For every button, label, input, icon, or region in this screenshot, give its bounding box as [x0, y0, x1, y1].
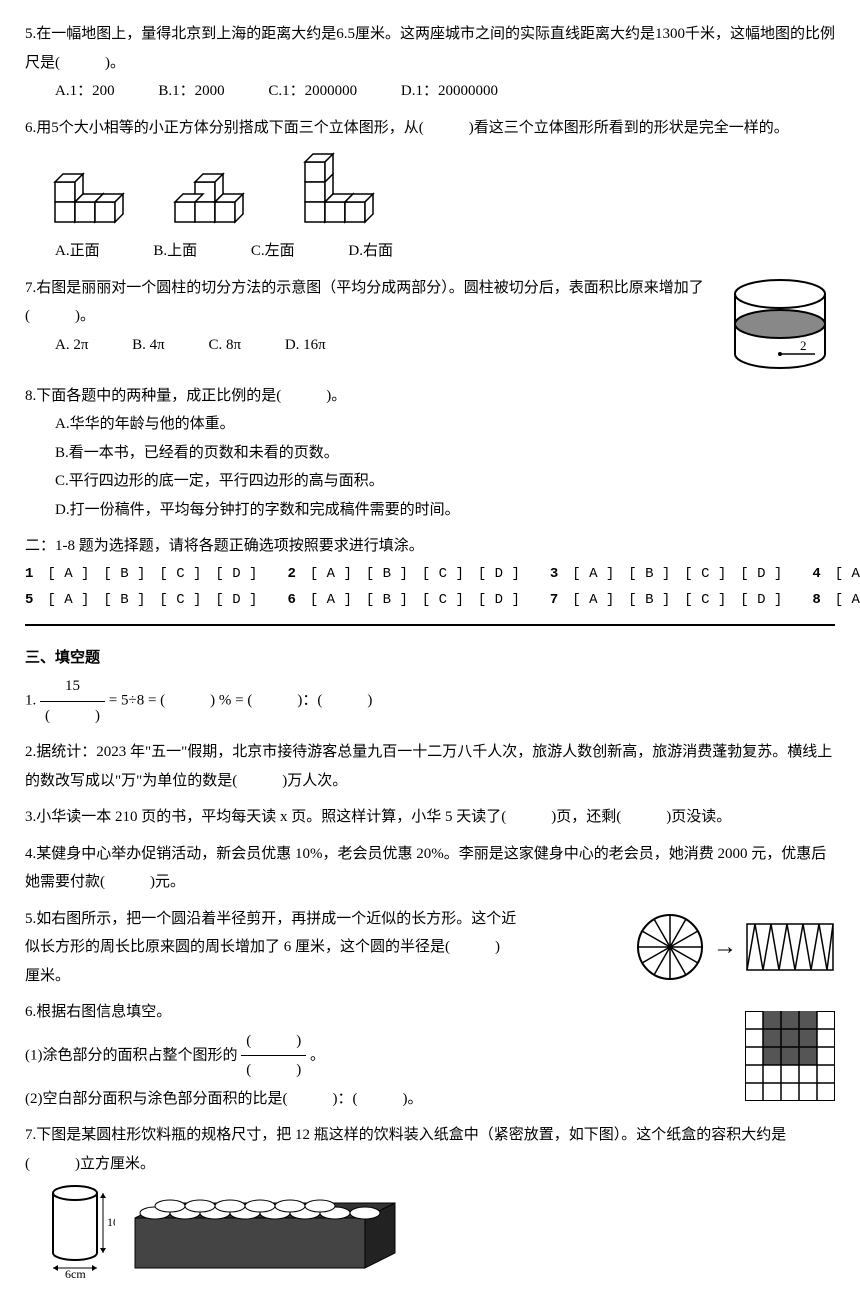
fill-5-line2: 似长方形的周长比原来圆的周长增加了 6 厘米，这个圆的半径是( )	[25, 933, 635, 962]
q7-option-c: C. 8π	[208, 331, 241, 360]
q7-option-b: B. 4π	[132, 331, 165, 360]
question-6: 6.用5个大小相等的小正方体分别搭成下面三个立体图形，从( )看这三个立体图形所…	[25, 114, 835, 266]
fill-6-1-prefix: (1)涂色部分的面积占整个图形的	[25, 1047, 238, 1063]
fill-6-1: (1)涂色部分的面积占整个图形的 ( ) ( ) 。	[25, 1027, 725, 1085]
cube-figure-1	[45, 152, 135, 232]
divider	[25, 624, 835, 626]
answer-5: 5 [ A ] [ B ] [ C ] [ D ]	[25, 587, 257, 614]
q8-option-d: D.打一份稿件，平均每分钟打的字数和完成稿件需要的时间。	[55, 496, 835, 525]
fill-1: 1. 15 ( ) = 5÷8 = ( ) % = ( )：( )	[25, 672, 835, 730]
question-8-text: 8.下面各题中的两种量，成正比例的是( )。	[25, 382, 835, 411]
answer-1: 1 [ A ] [ B ] [ C ] [ D ]	[25, 561, 257, 588]
fill-7: 7.下图是某圆柱形饮料瓶的规格尺寸，把 12 瓶这样的饮料装入纸盒中（紧密放置，…	[25, 1121, 835, 1278]
cube-figure-3	[295, 152, 385, 232]
fill-4: 4.某健身中心举办促销活动，新会员优惠 10%，老会员优惠 20%。李丽是这家健…	[25, 840, 835, 897]
q8-option-b: B.看一本书，已经看的页数和未看的页数。	[55, 439, 835, 468]
fill-6-2: (2)空白部分面积与涂色部分面积的比是( )：( )。	[25, 1085, 725, 1114]
fill-1-prefix: 1.	[25, 693, 40, 709]
q6-option-d: D.右面	[348, 237, 393, 266]
fill-6-text: 6.根据右图信息填空。	[25, 998, 725, 1027]
cylinder-bottle-figure: 10cm 6cm	[45, 1178, 115, 1278]
cube-figures	[45, 152, 835, 232]
q8-option-c: C.平行四边形的底一定，平行四边形的高与面积。	[55, 467, 835, 496]
question-6-text: 6.用5个大小相等的小正方体分别搭成下面三个立体图形，从( )看这三个立体图形所…	[25, 120, 789, 136]
question-5: 5.在一幅地图上，量得北京到上海的距离大约是6.5厘米。这两座城市之间的实际直线…	[25, 20, 835, 106]
section-3-title: 三、填空题	[25, 636, 835, 673]
fill-6-1-suffix: 。	[310, 1047, 325, 1063]
fill-5-line3: 厘米。	[25, 962, 635, 991]
answer-grid: 1 [ A ] [ B ] [ C ] [ D ] 2 [ A ] [ B ] …	[25, 561, 835, 614]
fill-5: 5.如右图所示，把一个圆沿着半径剪开，再拼成一个近似的长方形。这个近 似长方形的…	[25, 905, 835, 991]
q7-option-a: A. 2π	[55, 331, 88, 360]
width-label: 6cm	[65, 1267, 86, 1278]
fill-3: 3.小华读一本 210 页的书，平均每天读 x 页。照这样计算，小华 5 天读了…	[25, 803, 835, 832]
fill-7-text: 7.下图是某圆柱形饮料瓶的规格尺寸，把 12 瓶这样的饮料装入纸盒中（紧密放置，…	[25, 1127, 786, 1172]
q8-option-a: A.华华的年龄与他的体重。	[55, 410, 835, 439]
fraction-num: 15	[40, 672, 105, 702]
fill-1-fraction: 15 ( )	[40, 672, 105, 730]
fill-2: 2.据统计：2023 年"五一"假期，北京市接待游客总量九百一十二万八千人次，旅…	[25, 738, 835, 795]
question-7: 7.右图是丽丽对一个圆柱的切分方法的示意图（平均分成两部分）。圆柱被切分后，表面…	[25, 274, 835, 374]
answer-4: 4 [ A ] [ B ] [ C ] [ D ]	[812, 561, 860, 588]
answer-instruction: 二：1-8 题为选择题，请将各题正确选项按照要求进行填涂。	[25, 532, 835, 561]
answer-7: 7 [ A ] [ B ] [ C ] [ D ]	[550, 587, 782, 614]
radius-label: 2	[800, 338, 807, 353]
q5-option-b: B.1：2000	[158, 77, 224, 106]
question-5-text: 5.在一幅地图上，量得北京到上海的距离大约是6.5厘米。这两座城市之间的实际直线…	[25, 26, 835, 71]
question-5-options: A.1：200 B.1：2000 C.1：2000000 D.1：2000000…	[25, 77, 835, 106]
fraction-den: ( )	[40, 702, 105, 731]
answer-8: 8 [ A ] [ B ] [ C ] [ D ]	[812, 587, 860, 614]
fill-6: 6.根据右图信息填空。 (1)涂色部分的面积占整个图形的 ( ) ( ) 。 (…	[25, 998, 835, 1113]
cylinder-cut-figure: 2	[725, 274, 835, 374]
q5-option-a: A.1：200	[55, 77, 115, 106]
q6-option-b: B.上面	[153, 237, 197, 266]
question-6-options: A.正面 B.上面 C.左面 D.右面	[25, 237, 835, 266]
question-8: 8.下面各题中的两种量，成正比例的是( )。 A.华华的年龄与他的体重。 B.看…	[25, 382, 835, 525]
q6-option-c: C.左面	[251, 237, 295, 266]
q5-option-c: C.1：2000000	[268, 77, 357, 106]
q5-option-d: D.1：20000000	[401, 77, 498, 106]
question-7-options: A. 2π B. 4π C. 8π D. 16π	[25, 331, 725, 360]
q7-option-d: D. 16π	[285, 331, 326, 360]
cube-figure-2	[165, 152, 265, 232]
answer-6: 6 [ A ] [ B ] [ C ] [ D ]	[287, 587, 519, 614]
fraction-num: ( )	[241, 1027, 306, 1057]
answer-2: 2 [ A ] [ B ] [ C ] [ D ]	[287, 561, 519, 588]
rectangle-wave-figure	[745, 922, 835, 972]
q6-option-a: A.正面	[55, 237, 100, 266]
fraction-den: ( )	[241, 1056, 306, 1085]
answer-3: 3 [ A ] [ B ] [ C ] [ D ]	[550, 561, 782, 588]
box-of-bottles-figure	[125, 1198, 405, 1278]
fill-6-1-fraction: ( ) ( )	[241, 1027, 306, 1085]
height-label: 10cm	[107, 1215, 115, 1229]
fill-1-rest: = 5÷8 = ( ) % = ( )：( )	[109, 693, 373, 709]
question-7-text: 7.右图是丽丽对一个圆柱的切分方法的示意图（平均分成两部分）。圆柱被切分后，表面…	[25, 280, 704, 325]
arrow-icon: →	[713, 925, 737, 971]
grid-figure	[745, 1011, 835, 1101]
circle-sectors-figure	[635, 912, 705, 982]
fill-5-line1: 5.如右图所示，把一个圆沿着半径剪开，再拼成一个近似的长方形。这个近	[25, 905, 635, 934]
